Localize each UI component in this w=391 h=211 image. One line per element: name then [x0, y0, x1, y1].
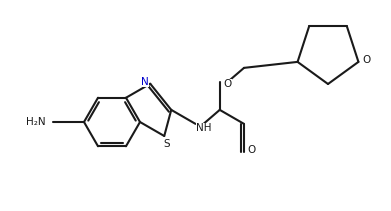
Text: H₂N: H₂N [25, 117, 45, 127]
Text: N: N [142, 77, 149, 87]
Text: O: O [248, 145, 256, 155]
Text: NH: NH [196, 123, 211, 133]
Text: O: O [224, 79, 232, 89]
Text: O: O [362, 55, 371, 65]
Text: S: S [163, 139, 170, 149]
